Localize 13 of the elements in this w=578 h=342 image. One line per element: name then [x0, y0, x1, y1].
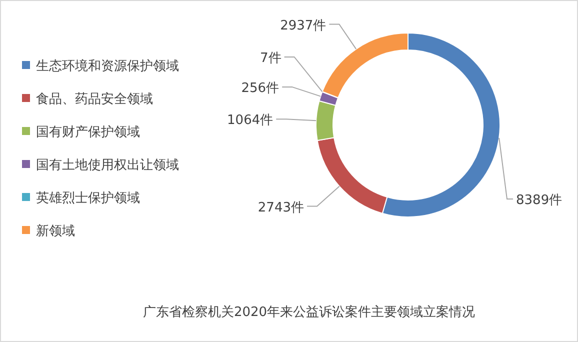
data-label: 2743件	[258, 200, 304, 216]
data-label: 2937件	[280, 18, 326, 34]
legend-label: 国有财产保护领域	[36, 125, 140, 140]
data-label: 8389件	[516, 193, 562, 208]
legend-label: 食品、药品安全领域	[36, 91, 153, 107]
text: 广东省检察机关2020年来公益诉讼案件主要领域立案情况	[142, 304, 476, 320]
legend-label: 生态环境和资源保护领域	[36, 58, 179, 74]
data-label: 256件	[241, 80, 280, 96]
legend-label: 国有土地使用权出让领域	[36, 158, 179, 173]
legend-label: 新领域	[36, 224, 75, 239]
data-label: 1064件	[227, 113, 274, 128]
data-label: 7件	[260, 50, 282, 66]
legend-label: 英雄烈士保护领域	[36, 191, 140, 206]
